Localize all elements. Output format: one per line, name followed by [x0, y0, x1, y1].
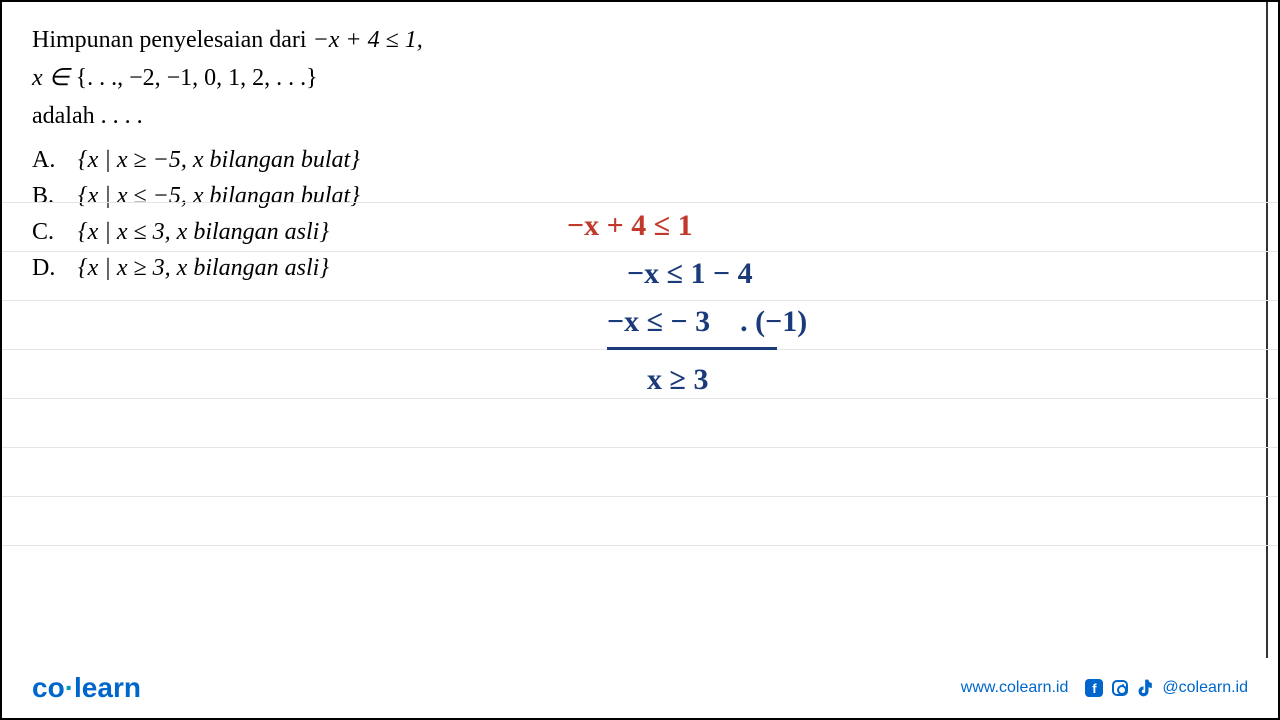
footer-right: www.colearn.id f @colearn.id: [961, 678, 1248, 698]
footer-url[interactable]: www.colearn.id: [961, 679, 1069, 697]
question-line3: adalah . . . .: [32, 98, 1248, 134]
question-line1-pre: Himpunan penyelesaian dari: [32, 27, 313, 53]
option-c-letter: C.: [32, 214, 60, 250]
hw-line3: −x ≤ − 3: [607, 298, 710, 346]
option-c-text: {x | x ≤ 3, x bilangan asli}: [78, 214, 329, 250]
hw-line1: −x + 4 ≤ 1: [567, 202, 807, 250]
hw-underline: [607, 347, 777, 350]
option-a: A. {x | x ≥ −5, x bilangan bulat}: [32, 142, 1248, 178]
social-icons: f @colearn.id: [1084, 678, 1248, 698]
option-b-text: {x | x ≤ −5, x bilangan bulat}: [78, 178, 360, 214]
hw-line3-text: −x ≤ − 3: [607, 305, 710, 338]
option-a-letter: A.: [32, 142, 60, 178]
facebook-icon[interactable]: f: [1084, 678, 1104, 698]
question-line2-pre: x ∈: [32, 65, 76, 91]
footer: co·learn www.colearn.id f @colearn.id: [2, 658, 1278, 718]
option-a-text: {x | x ≥ −5, x bilangan bulat}: [78, 142, 360, 178]
question-block: Himpunan penyelesaian dari −x + 4 ≤ 1, x…: [32, 22, 1248, 134]
handwriting-solution: −x + 4 ≤ 1 −x ≤ 1 − 4 −x ≤ − 3 . (−1) x …: [567, 202, 807, 404]
option-d-text: {x | x ≥ 3, x bilangan asli}: [78, 250, 329, 286]
logo-co: co: [32, 672, 65, 703]
option-d-letter: D.: [32, 250, 60, 286]
logo-dot: ·: [65, 672, 74, 703]
brand-logo: co·learn: [32, 672, 141, 704]
hw-line4: x ≥ 3: [647, 356, 807, 404]
tiktok-icon[interactable]: [1136, 678, 1156, 698]
question-line2-set: {. . ., −2, −1, 0, 1, 2, . . .}: [76, 65, 318, 91]
hw-multiplier: . (−1): [740, 298, 807, 346]
main-content: Himpunan penyelesaian dari −x + 4 ≤ 1, x…: [2, 2, 1278, 642]
instagram-icon[interactable]: [1110, 678, 1130, 698]
question-line1-math: −x + 4 ≤ 1,: [313, 27, 423, 53]
logo-learn: learn: [74, 672, 141, 703]
social-handle[interactable]: @colearn.id: [1162, 679, 1248, 697]
hw-line2: −x ≤ 1 − 4: [627, 250, 807, 298]
option-b-letter: B.: [32, 178, 60, 214]
